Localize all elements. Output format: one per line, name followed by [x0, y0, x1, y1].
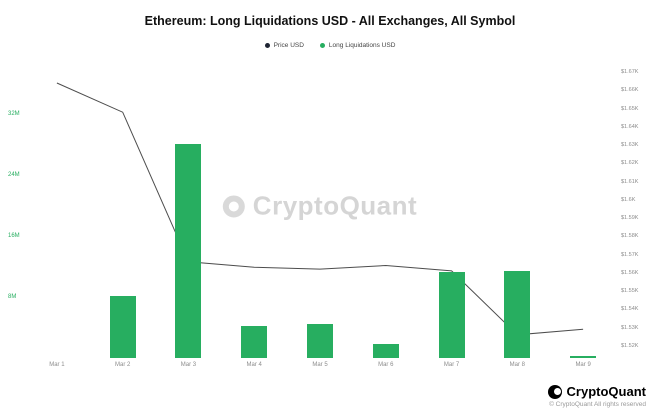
chart-title: Ethereum: Long Liquidations USD - All Ex… — [144, 14, 516, 28]
right-axis-tick: $1.59K — [621, 215, 639, 221]
legend: Price USD Long Liquidations USD — [0, 42, 660, 49]
x-axis-tick: Mar 9 — [575, 362, 591, 368]
price-line — [56, 82, 584, 336]
legend-item-price-usd[interactable]: Price USD — [264, 42, 304, 49]
legend-label-price-usd: Price USD — [273, 42, 304, 49]
x-axis: Mar 1 Mar 2 Mar 3 Mar 4 Mar 5 Mar 6 Mar 7 Mar 8… — [24, 362, 616, 372]
left-axis-tick: 32M — [8, 111, 20, 118]
liquidation-bar-mar-4 — [241, 326, 268, 358]
long-liquidations-legend-dot — [319, 43, 325, 48]
right-axis-tick: $1.52K — [621, 342, 639, 349]
legend-item-long-liquidations[interactable]: Long Liquidations USD — [319, 42, 396, 49]
x-axis-tick: Mar 4 — [246, 362, 262, 368]
right-axis-tick: $1.56K — [621, 269, 639, 276]
right-axis-tick: $1.65K — [621, 105, 639, 112]
x-axis-tick: Mar 7 — [443, 362, 460, 368]
cryptoquant-logo-icon — [547, 384, 562, 399]
x-axis-tick: Mar 8 — [509, 362, 525, 368]
footer: CryptoQuant © CryptoQuant All rights res… — [547, 384, 646, 408]
liquidation-bar-mar-5 — [307, 323, 333, 358]
right-axis-tick: $1.63K — [621, 142, 639, 148]
right-axis-tick: $1.57K — [621, 251, 639, 258]
footer-brand: CryptoQuant — [547, 384, 646, 399]
liquidation-bar-mar-2 — [109, 295, 136, 358]
liquidation-bar-mar-9 — [570, 355, 597, 358]
left-axis: 8M 16M 24M 32M — [8, 72, 28, 358]
liquidation-bar-mar-8 — [504, 271, 531, 358]
x-axis-tick: Mar 2 — [114, 362, 131, 368]
footer-copyright: © CryptoQuant All rights reserved — [549, 401, 646, 408]
right-axis-tick: $1.54K — [621, 306, 639, 313]
x-axis-tick: Mar 1 — [49, 362, 65, 368]
left-axis-tick: 16M — [8, 232, 20, 239]
liquidation-bar-mar-6 — [372, 344, 399, 358]
x-axis-tick: Mar 6 — [378, 362, 394, 368]
right-axis: $1.67K $1.66K $1.65K $1.64K $1.63K $1.62K $1.6… — [621, 69, 657, 358]
right-axis-tick: $1.58K — [621, 233, 639, 240]
right-axis-tick: $1.62K — [621, 160, 639, 167]
x-axis-tick: Mar 5 — [312, 362, 328, 368]
right-axis-tick: $1.67K — [621, 69, 639, 75]
left-axis-tick: 24M — [8, 171, 20, 178]
x-axis-tick: Mar 3 — [180, 362, 197, 368]
price-line-chart — [56, 82, 584, 336]
left-axis-tick: 8M — [8, 293, 17, 300]
price-usd-legend-dot — [264, 43, 270, 48]
plot-area: CryptoQuant — [24, 72, 616, 358]
right-axis-tick: $1.6K — [621, 196, 636, 203]
right-axis-tick: $1.55K — [621, 288, 639, 295]
right-axis-tick: $1.66K — [621, 87, 639, 94]
right-axis-tick: $1.64K — [621, 123, 639, 130]
liquidation-bar-mar-3 — [175, 144, 202, 358]
right-axis-tick: $1.53K — [621, 324, 639, 331]
right-axis-tick: $1.61K — [621, 178, 639, 185]
footer-brand-text: CryptoQuant — [566, 384, 646, 399]
legend-label-long-liquidations: Long Liquidations USD — [328, 42, 396, 49]
liquidation-bar-mar-7 — [438, 272, 465, 358]
